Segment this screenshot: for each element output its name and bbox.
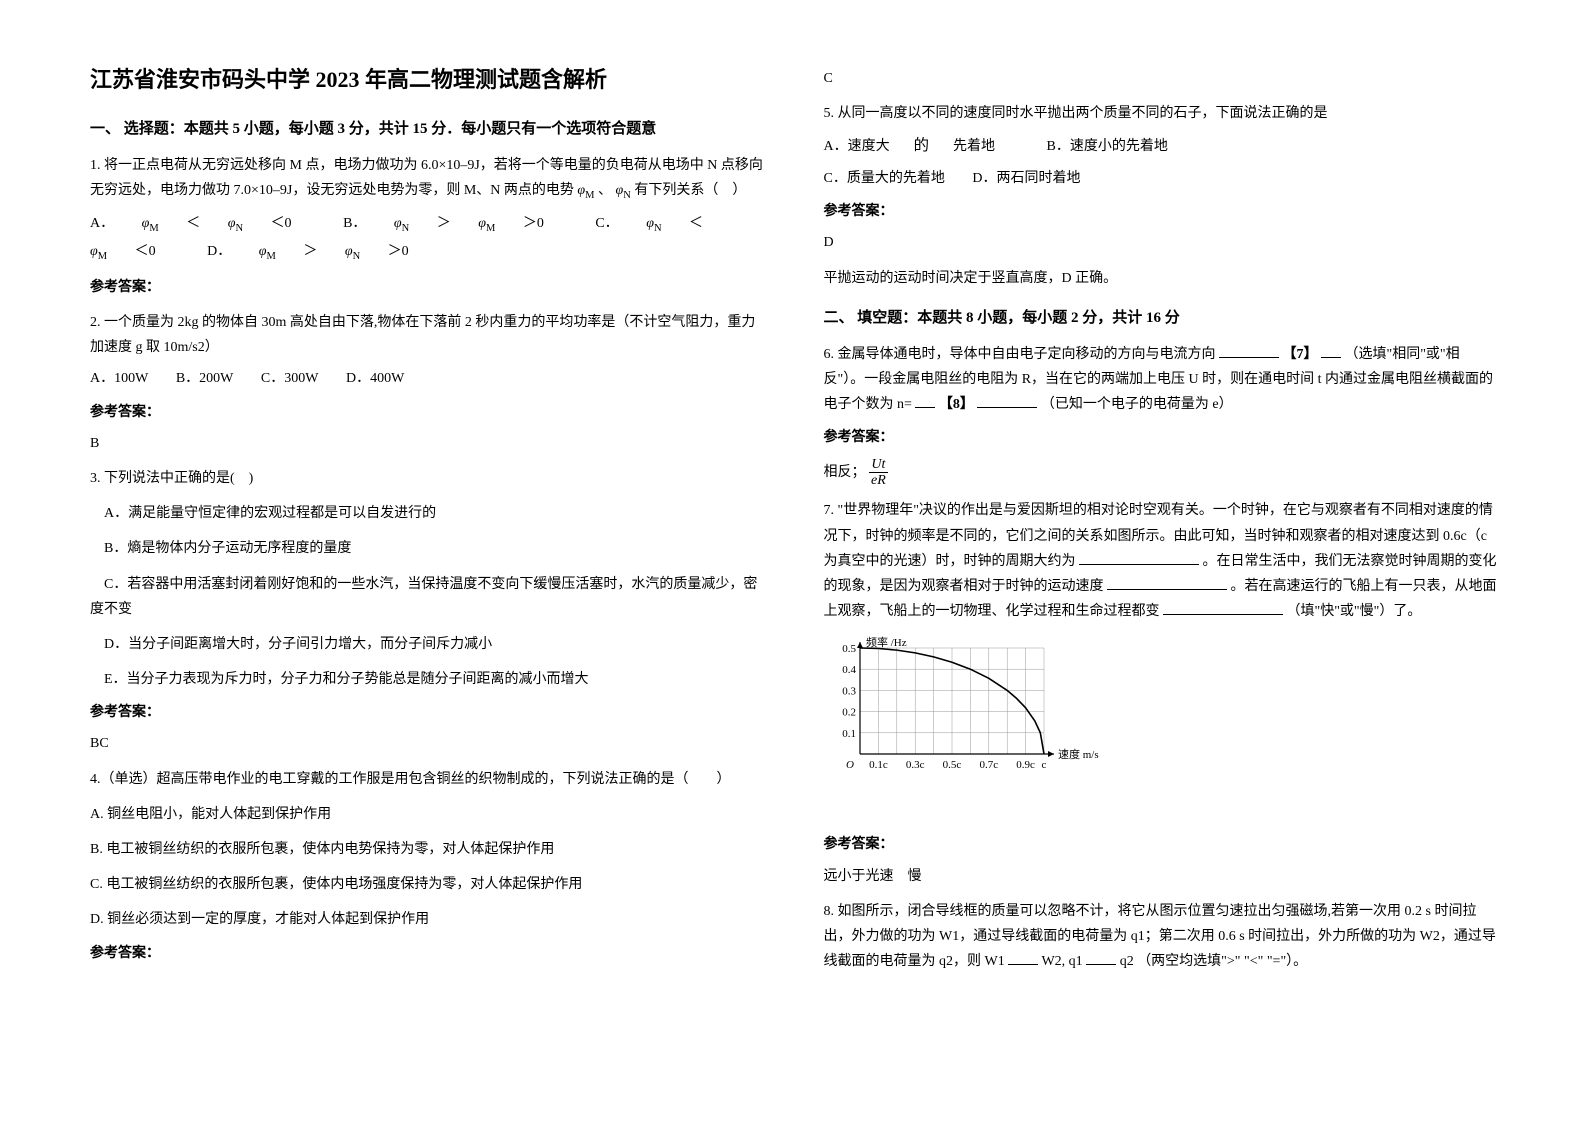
question-3: 3. 下列说法中正确的是( ) <box>90 466 764 491</box>
q4-opt-c: C. 电工被铜丝纺织的衣服所包裹，使体内电场强度保持为零，对人体起保护作用 <box>90 872 764 897</box>
svg-text:c: c <box>1041 759 1046 771</box>
doc-title: 江苏省淮安市码头中学 2023 年高二物理测试题含解析 <box>90 60 764 100</box>
q2-options: A．100W B．200W C．300W D．400W <box>90 366 764 391</box>
q3-answer: BC <box>90 731 764 756</box>
q5-answer: D <box>824 230 1498 255</box>
blank-8 <box>977 394 1037 408</box>
q3-opt-c: C．若容器中用活塞封闭着刚好饱和的一些水汽，当保持温度不变向下缓慢压活塞时，水汽… <box>90 572 764 622</box>
phi-n: φN <box>616 183 631 198</box>
answer-label: 参考答案： <box>90 400 764 425</box>
answer-label: 参考答案： <box>90 275 764 300</box>
q4-opt-a: A. 铜丝电阻小，能对人体起到保护作用 <box>90 802 764 827</box>
q5-options-row2: C．质量大的先着地 D．两石同时着地 <box>824 166 1498 191</box>
q3-opt-a: A．满足能量守恒定律的宏观过程都是可以自发进行的 <box>90 501 764 526</box>
q2-opt-c: C．300W <box>261 371 319 386</box>
blank-w1w2 <box>1008 951 1038 965</box>
q5-opt-a: A．速度大的先着地 <box>824 139 1023 154</box>
svg-text:0.1: 0.1 <box>842 728 856 740</box>
section-1-header: 一、 选择题：本题共 5 小题，每小题 3 分，共计 15 分．每小题只有一个选… <box>90 116 764 143</box>
chart-svg: 0.1 0.2 0.3 0.4 0.5 0.1c 0.3c 0.5c 0.7c 0.9c c O 频率 … <box>824 634 1104 774</box>
question-6: 6. 金属导体通电时，导体中自由电子定向移动的方向与电流方向 【7】 （选填"相… <box>824 342 1498 418</box>
blank-q1q2 <box>1086 951 1116 965</box>
question-5: 5. 从同一高度以不同的速度同时水平抛出两个质量不同的石子，下面说法正确的是 <box>824 101 1498 126</box>
q1-opt-b: B． φN ＞ φM ＞0 <box>343 216 571 231</box>
blank-7 <box>1219 344 1279 358</box>
q1-options: A． φM ＜ φN ＜0 B． φN ＞ φM ＞0 C． φN ＜ φM ＜… <box>90 211 764 266</box>
question-1: 1. 将一正点电荷从无穷远处移向 M 点，电场力做功为 6.0×10–9J，若将… <box>90 153 764 206</box>
question-2: 2. 一个质量为 2kg 的物体自 30m 高处自由下落,物体在下落前 2 秒内… <box>90 310 764 360</box>
q2-opt-a: A．100W <box>90 371 148 386</box>
section-2-header: 二、 填空题：本题共 8 小题，每小题 2 分，共计 16 分 <box>824 305 1498 332</box>
q1-tail: 有下列关系（ ） <box>634 183 746 198</box>
q7-answer: 远小于光速 慢 <box>824 864 1498 889</box>
q5-explain: 平抛运动的运动时间决定于竖直高度，D 正确。 <box>824 266 1498 291</box>
q2-opt-d: D．400W <box>346 371 404 386</box>
svg-text:O: O <box>846 759 854 771</box>
q3-opt-d: D．当分子间距离增大时，分子间引力增大，而分子间斥力减小 <box>90 632 764 657</box>
answer-label: 参考答案： <box>824 832 1498 857</box>
svg-text:0.7c: 0.7c <box>979 759 998 771</box>
left-column: 江苏省淮安市码头中学 2023 年高二物理测试题含解析 一、 选择题：本题共 5… <box>90 60 764 1062</box>
q6-answer: 相反； Ut eR <box>824 457 1498 489</box>
q4-opt-b: B. 电工被铜丝纺织的衣服所包裹，使体内电势保持为零，对人体起保护作用 <box>90 837 764 862</box>
answer-label: 参考答案： <box>824 425 1498 450</box>
label-8: 【8】 <box>939 397 974 412</box>
q4-answer: C <box>824 66 1498 91</box>
dot-sep: 、 <box>598 183 612 198</box>
svg-text:0.2: 0.2 <box>842 707 856 719</box>
question-8: 8. 如图所示，闭合导线框的质量可以忽略不计，将它从图示位置匀速拉出匀强磁场,若… <box>824 899 1498 975</box>
svg-text:0.1c: 0.1c <box>869 759 888 771</box>
q3-opt-b: B．熵是物体内分子运动无序程度的量度 <box>90 536 764 561</box>
label-7: 【7】 <box>1283 347 1318 362</box>
answer-label: 参考答案： <box>824 199 1498 224</box>
svg-text:0.5: 0.5 <box>842 643 856 655</box>
svg-text:0.3c: 0.3c <box>905 759 924 771</box>
q2-opt-b: B．200W <box>176 371 234 386</box>
svg-text:0.9c: 0.9c <box>1016 759 1035 771</box>
q1-opt-d: D． φM ＞ φN ＞0 <box>207 244 433 259</box>
q1-opt-a: A． φM ＜ φN ＜0 <box>90 216 319 231</box>
q3-opt-e: E．当分子力表现为斥力时，分子力和分子势能总是随分子间距离的减小而增大 <box>90 667 764 692</box>
q5-opt-b: B．速度小的先着地 <box>1047 139 1168 154</box>
svg-text:0.5c: 0.5c <box>942 759 961 771</box>
frequency-speed-chart: 0.1 0.2 0.3 0.4 0.5 0.1c 0.3c 0.5c 0.7c 0.9c c O 频率 … <box>824 634 1498 774</box>
fraction-ut-er: Ut eR <box>869 457 888 489</box>
q5-opt-c: C．质量大的先着地 <box>824 171 945 186</box>
blank-fastslow <box>1163 601 1283 615</box>
svg-text:0.3: 0.3 <box>842 686 856 698</box>
q5-opt-d: D．两石同时着地 <box>972 171 1080 186</box>
right-column: C 5. 从同一高度以不同的速度同时水平抛出两个质量不同的石子，下面说法正确的是… <box>824 60 1498 1062</box>
blank-period <box>1079 551 1199 565</box>
svg-text:速度 m/s: 速度 m/s <box>1058 747 1099 761</box>
answer-label: 参考答案： <box>90 700 764 725</box>
q2-answer: B <box>90 431 764 456</box>
question-4: 4.（单选）超高压带电作业的电工穿戴的工作服是用包含铜丝的织物制成的，下列说法正… <box>90 767 764 792</box>
answer-label: 参考答案： <box>90 941 764 966</box>
question-7: 7. "世界物理年"决议的作出是与爱因斯坦的相对论时空观有关。一个时钟，在它与观… <box>824 498 1498 624</box>
blank-speed <box>1107 576 1227 590</box>
svg-text:频率 /Hz: 频率 /Hz <box>866 635 907 649</box>
q5-options-row1: A．速度大的先着地 B．速度小的先着地 <box>824 132 1498 160</box>
q4-opt-d: D. 铜丝必须达到一定的厚度，才能对人体起到保护作用 <box>90 907 764 932</box>
phi-m: φM <box>577 183 594 198</box>
svg-text:0.4: 0.4 <box>842 665 856 677</box>
